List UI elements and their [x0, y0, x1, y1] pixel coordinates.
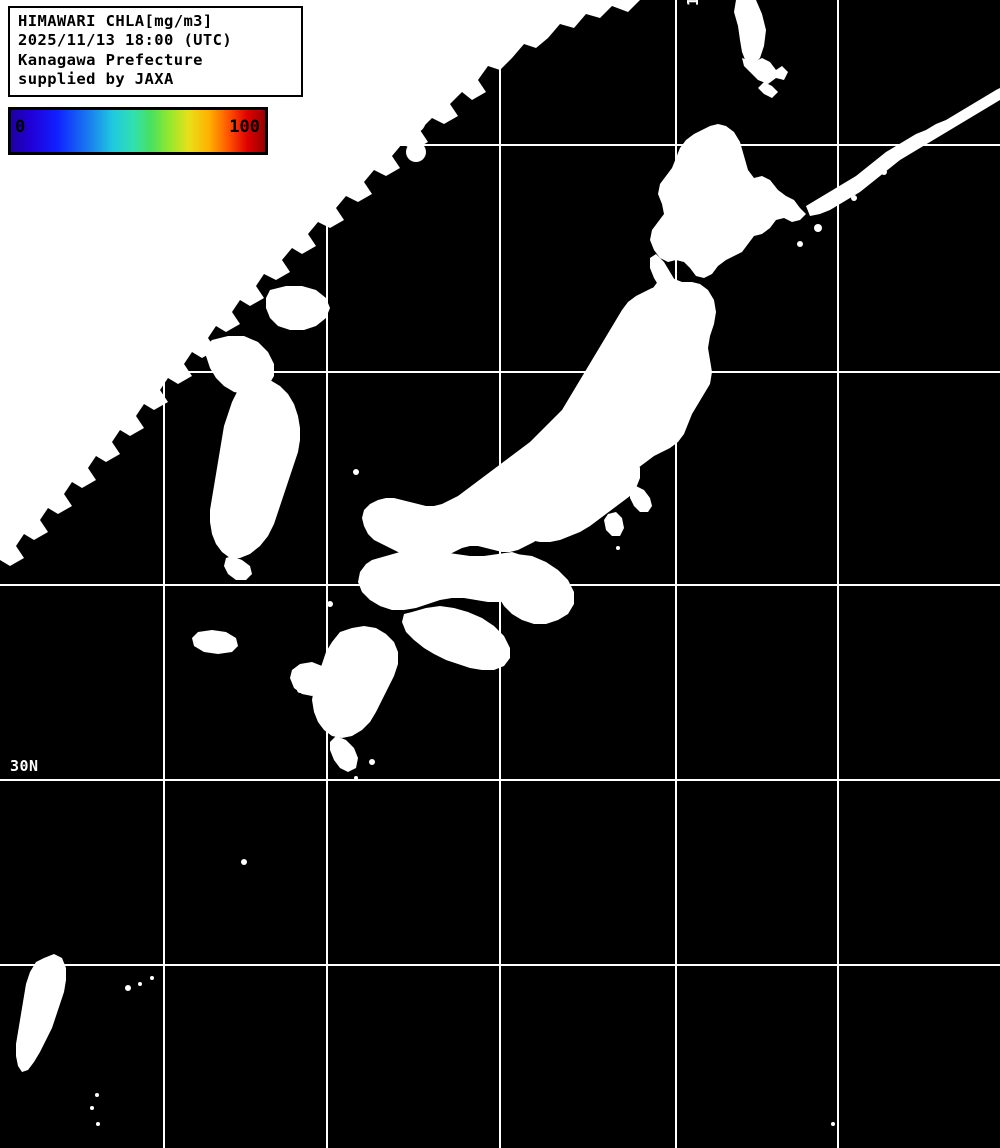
island-dot-north-1: [398, 106, 426, 134]
island-dot-kuril-6: [959, 115, 965, 121]
island-dot-ulleungdo: [353, 469, 359, 475]
legend-panel: HIMAWARI CHLA[mg/m3] 2025/11/13 18:00 (U…: [8, 6, 303, 155]
island-dot-kuril-2: [797, 241, 803, 247]
landmass-sakhalin: [734, 0, 766, 64]
landmass-honshu-tohoku: [494, 276, 702, 532]
island-dot-izu-1: [616, 546, 620, 550]
landmass-taiwan: [16, 954, 66, 1072]
colorbar-gradient: [11, 109, 265, 152]
product-title-line-1: HIMAWARI CHLA[mg/m3]: [18, 12, 213, 30]
island-dot-yaku: [354, 776, 358, 780]
island-dot-okinawa-2: [138, 982, 142, 986]
landmass-honshu-kanto-chubu: [504, 430, 640, 542]
island-dot-sadogashima: [555, 447, 565, 457]
landmass-kuril-islands: [806, 88, 1000, 216]
island-jeju: [192, 630, 238, 654]
landmass-kyushu-south-tip: [330, 736, 358, 772]
landmass-shikoku: [402, 606, 510, 670]
island-dot-oki: [436, 520, 444, 528]
island-dot-misc-5: [233, 205, 239, 211]
landmass-izu-peninsula: [604, 512, 624, 536]
landmass-kinki-kansai: [494, 554, 574, 624]
island-dot-kuril-1: [814, 224, 822, 232]
landmass-korea-north: [206, 336, 274, 394]
island-dot-misc-4: [296, 186, 304, 194]
island-dot-kuril-4: [881, 169, 887, 175]
landmass-chugoku: [358, 550, 540, 610]
colorbar-max-label: 100: [229, 116, 260, 137]
graticule-label-30N: 30N: [10, 757, 39, 775]
island-dot-tanegashima: [369, 759, 375, 765]
colorbar-min-label: 0: [15, 116, 26, 137]
landmass-korea-south-islands: [224, 556, 252, 580]
island-dot-kuril-5: [927, 133, 933, 139]
island-dot-kuril-3: [851, 195, 857, 201]
landmass-sakhalin-tail: [758, 82, 778, 98]
island-dot-goto: [297, 687, 303, 693]
island-dot-okinawa-1: [125, 985, 131, 991]
island-dot-misc-1: [96, 1122, 100, 1126]
landmass-korea-northeast-coast: [266, 286, 330, 330]
island-dot-misc-6: [15, 239, 21, 245]
island-dot-amami: [241, 859, 247, 865]
island-dot-tsushima: [327, 601, 333, 607]
landmass-boso-peninsula: [630, 486, 652, 512]
product-region-line: Kanagawa Prefecture: [18, 50, 203, 69]
island-dot-north-2: [406, 142, 426, 162]
island-dot-misc-3: [831, 1122, 835, 1126]
landmass-hokkaido: [650, 124, 806, 278]
product-datetime-line: 2025/11/13 18:00 (UTC): [18, 31, 233, 50]
colorbar: 0 100: [8, 106, 268, 155]
landmass-sakhalin-south: [742, 58, 788, 84]
product-provider-line: supplied by JAXA: [18, 70, 174, 89]
landmass-kyushu: [312, 626, 398, 738]
product-title-box: HIMAWARI CHLA[mg/m3] 2025/11/13 18:00 (U…: [8, 6, 303, 97]
graticule-label-40N: 40N: [10, 352, 39, 370]
graticule-label-140E: 140E: [684, 0, 702, 6]
island-dot-okinawa-3: [150, 976, 154, 980]
island-dot-ogasawara: [90, 1106, 94, 1110]
island-dot-misc-2: [95, 1093, 99, 1097]
landmass-korea-peninsula: [210, 378, 300, 558]
